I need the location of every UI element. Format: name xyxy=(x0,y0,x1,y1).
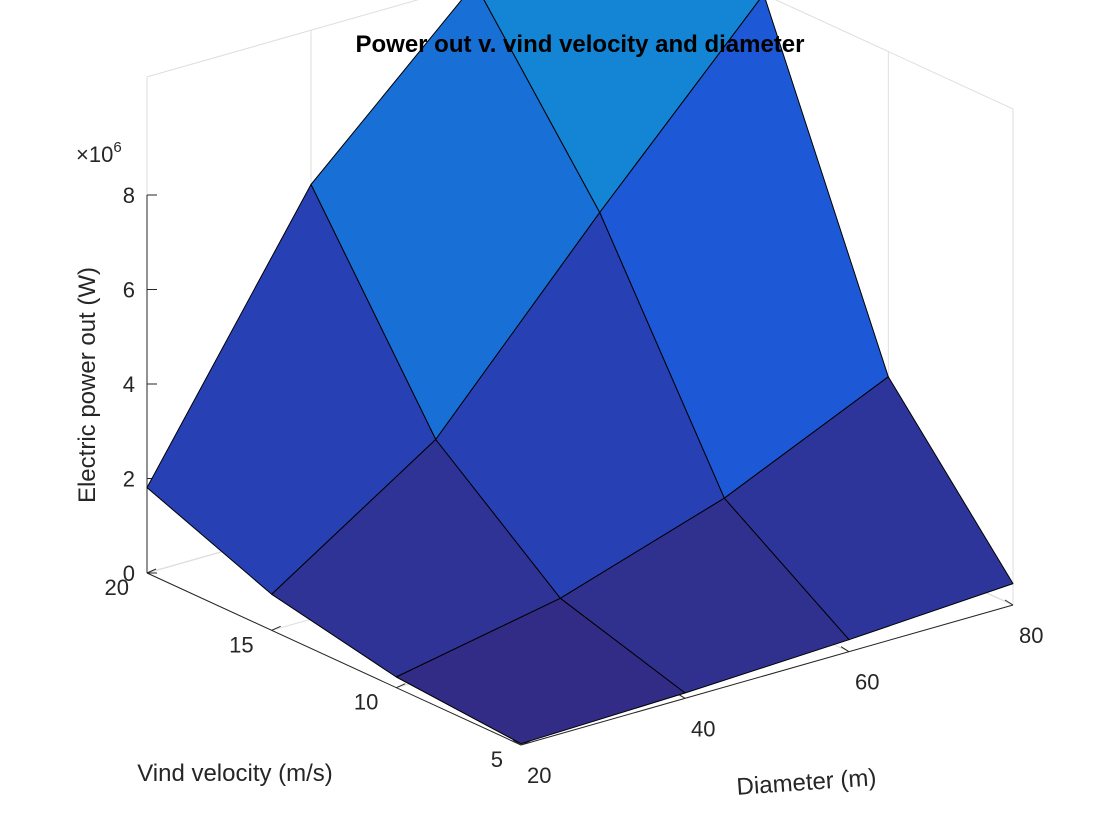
y-tick-mark xyxy=(396,683,406,689)
y-tick-label: 20 xyxy=(105,575,129,600)
y-tick-mark xyxy=(146,568,157,574)
z-exponent-base: ×10 xyxy=(76,142,113,167)
surface xyxy=(146,0,1014,745)
y-tick-label: 15 xyxy=(229,632,253,657)
chart-title: Power out v. vind velocity and diameter xyxy=(355,31,804,58)
z-exponent: ×106 xyxy=(76,139,122,167)
grid-line-z xyxy=(146,0,1014,110)
x-tick-label: 20 xyxy=(527,763,551,788)
y-tick-label: 10 xyxy=(354,690,378,715)
y-tick-mark xyxy=(271,625,281,631)
surface-facet xyxy=(395,597,686,745)
x-tick-mark xyxy=(1004,599,1014,606)
x-axis-line xyxy=(520,604,1014,746)
z-tick-label: 0 xyxy=(123,561,135,586)
z-axis-label: Electric power out (W) xyxy=(74,267,101,503)
x-tick-mark xyxy=(512,739,522,746)
z-tick-label: 6 xyxy=(123,278,135,303)
x-tick-label: 60 xyxy=(855,670,879,695)
x-tick-label: 80 xyxy=(1019,623,1043,648)
y-tick-label: 5 xyxy=(491,747,503,772)
x-tick-label: 40 xyxy=(691,716,715,741)
z-exponent-power: 6 xyxy=(113,139,121,156)
z-tick-label: 8 xyxy=(123,183,135,208)
z-tick-label: 2 xyxy=(123,467,135,492)
x-tick-mark xyxy=(840,646,850,653)
z-tick-label: 4 xyxy=(123,372,135,397)
x-axis-label: Diameter (m) xyxy=(736,764,878,801)
y-axis-label: Vind velocity (m/s) xyxy=(137,760,333,787)
y-axis-line xyxy=(146,572,522,746)
